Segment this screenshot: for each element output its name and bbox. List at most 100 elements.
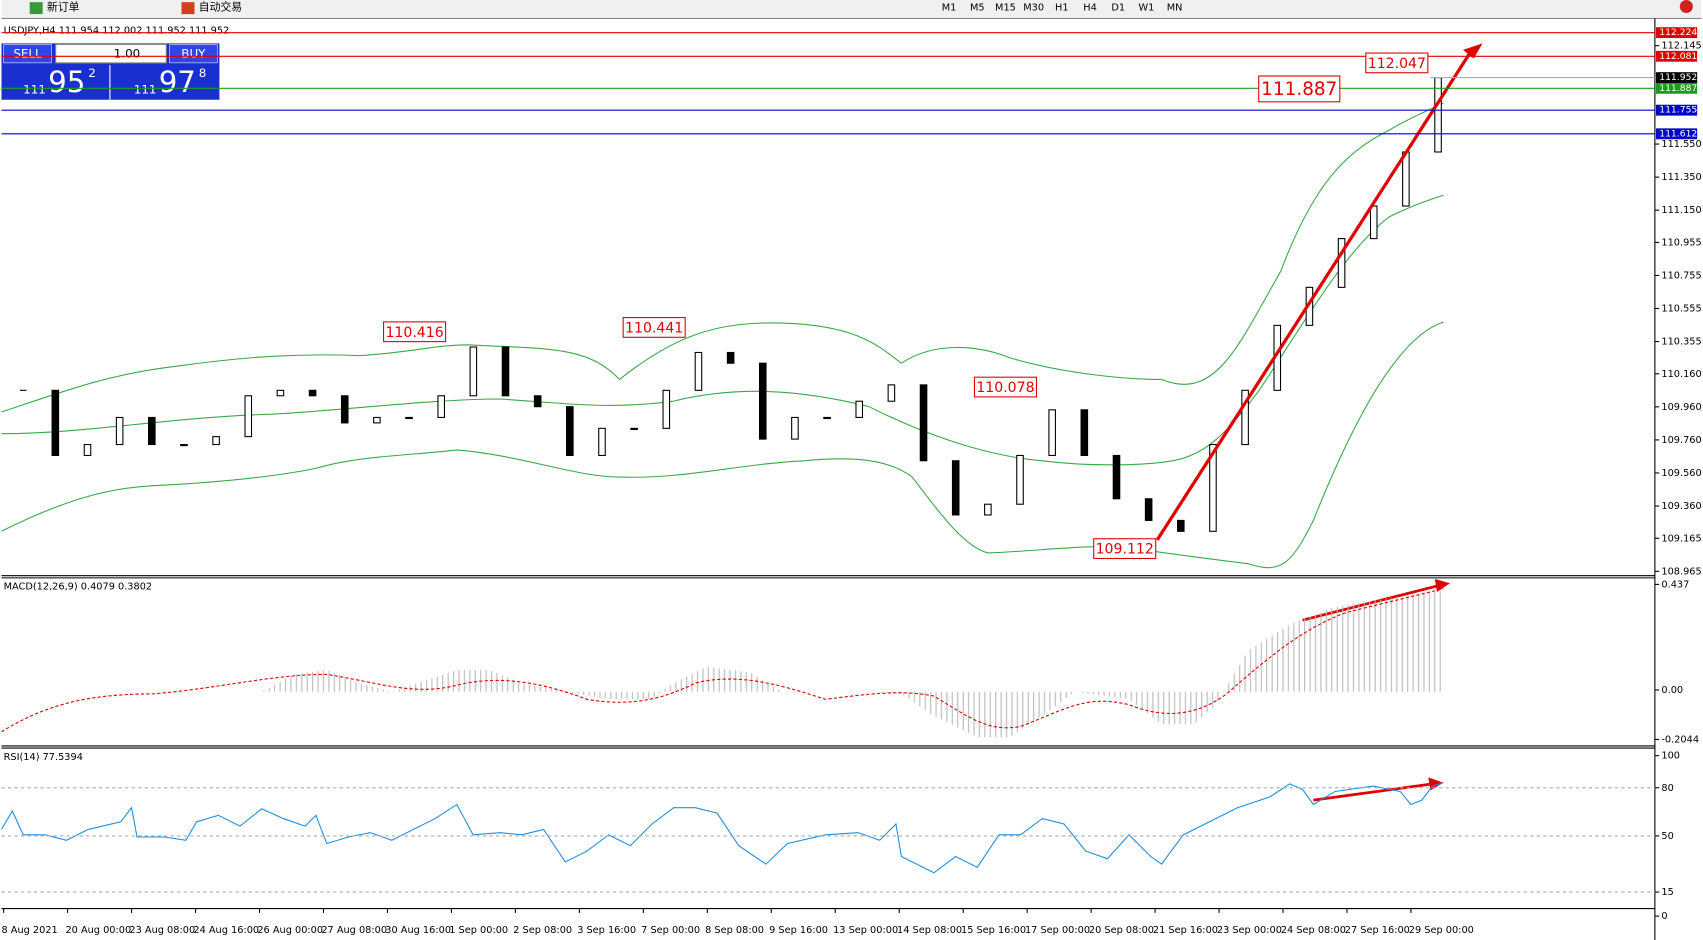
candle-body bbox=[1177, 519, 1185, 532]
candle-body bbox=[1337, 238, 1346, 288]
chart-title: USDJPY,H4 111.954 112.002 111.952 111.95… bbox=[4, 25, 230, 36]
candle-body bbox=[566, 406, 574, 456]
x-tick-label: 24 Aug 16:00 bbox=[193, 925, 259, 936]
rsi-line bbox=[1, 782, 1444, 874]
macd-label: MACD(12,26,9) 0.4079 0.3802 bbox=[4, 582, 152, 593]
rsi-label: RSI(14) 77.5394 bbox=[4, 752, 83, 763]
candle-body bbox=[1080, 409, 1089, 456]
y-tick-label: 110.955 bbox=[1661, 237, 1701, 248]
new-order-icon[interactable] bbox=[29, 2, 43, 15]
sell-big[interactable]: 111 bbox=[23, 82, 46, 96]
macd-signal bbox=[1, 588, 1444, 733]
timeframe[interactable]: MN bbox=[1167, 3, 1183, 14]
y-tick-label: 80 bbox=[1661, 783, 1673, 794]
timeframe[interactable]: D1 bbox=[1111, 3, 1125, 14]
candle-body bbox=[1369, 205, 1378, 240]
annotation: 109.112 bbox=[1096, 542, 1154, 558]
annotation-box bbox=[973, 376, 1038, 398]
candle-body bbox=[469, 346, 478, 397]
candle-body bbox=[1048, 409, 1056, 456]
candle-body bbox=[276, 389, 285, 397]
level-label: 111.755 bbox=[1659, 105, 1697, 116]
y-tick-label: 111.150 bbox=[1661, 205, 1701, 216]
timeframe[interactable]: H4 bbox=[1083, 3, 1097, 14]
candle-body bbox=[501, 346, 510, 397]
timeframe[interactable]: M30 bbox=[1023, 3, 1044, 14]
x-tick-label: 14 Sep 08:00 bbox=[897, 925, 962, 936]
candle-body bbox=[405, 416, 413, 420]
x-tick-label: 26 Aug 00:00 bbox=[257, 925, 323, 936]
x-tick-label: 24 Sep 08:00 bbox=[1281, 925, 1346, 936]
timeframe[interactable]: M15 bbox=[995, 3, 1016, 14]
x-tick-label: 1 Sep 00:00 bbox=[449, 925, 508, 936]
candle-body bbox=[533, 395, 542, 408]
sell-label[interactable]: SELL bbox=[13, 47, 42, 61]
annotation: 110.078 bbox=[976, 380, 1034, 396]
annotation: 110.441 bbox=[625, 321, 683, 337]
x-tick-label: 7 Sep 00:00 bbox=[641, 925, 700, 936]
candle-body bbox=[630, 427, 638, 430]
timeframe[interactable]: M1 bbox=[942, 3, 957, 14]
y-tick-label: 0.00 bbox=[1661, 685, 1683, 696]
x-tick-label: 17 Sep 00:00 bbox=[1025, 925, 1090, 936]
candle-body bbox=[598, 427, 606, 456]
candle-body bbox=[148, 416, 156, 446]
annotation: 111.887 bbox=[1261, 79, 1337, 100]
buy-label[interactable]: BUY bbox=[181, 47, 206, 61]
lot-input[interactable] bbox=[55, 43, 167, 64]
x-tick-label: 15 Sep 16:00 bbox=[961, 925, 1026, 936]
y-tick-label: 111.550 bbox=[1661, 139, 1701, 150]
timeframe[interactable]: H1 bbox=[1055, 3, 1069, 14]
candle-body bbox=[984, 503, 992, 516]
candle-body bbox=[1209, 444, 1217, 532]
x-tick-label: 9 Sep 16:00 bbox=[769, 925, 828, 936]
level-label: 111.952 bbox=[1659, 72, 1697, 83]
candle-body bbox=[212, 436, 220, 446]
level-tag bbox=[1655, 82, 1698, 94]
level-label: 112.081 bbox=[1659, 51, 1697, 62]
annotation-box bbox=[1365, 52, 1429, 74]
x-tick-label: 21 Sep 16:00 bbox=[1153, 925, 1218, 936]
candle-body bbox=[1402, 151, 1410, 207]
timeframe[interactable]: M5 bbox=[970, 3, 985, 14]
candles bbox=[19, 77, 1442, 532]
y-tick-label: 109.360 bbox=[1661, 501, 1701, 512]
y-tick-label: 109.960 bbox=[1661, 402, 1701, 413]
y-tick-label: 0.437 bbox=[1661, 579, 1689, 590]
y-tick-label: 100 bbox=[1661, 751, 1680, 762]
sell-button[interactable] bbox=[3, 44, 52, 64]
candle-body bbox=[1016, 454, 1024, 505]
auto-icon[interactable] bbox=[181, 2, 195, 15]
y-tick-label: 109.560 bbox=[1661, 468, 1701, 479]
candle-body bbox=[1144, 498, 1153, 521]
y-tick-label: 111.350 bbox=[1661, 172, 1701, 183]
candle-body bbox=[115, 416, 124, 446]
sell-sup[interactable]: 2 bbox=[88, 66, 96, 80]
candle-body bbox=[437, 395, 445, 418]
level-tag bbox=[1655, 50, 1698, 62]
y-tick-label: 109.760 bbox=[1661, 435, 1701, 446]
buy-button[interactable] bbox=[169, 44, 218, 64]
candle-body bbox=[244, 395, 253, 438]
y-tick-label: 109.165 bbox=[1661, 533, 1701, 544]
toolbar-end bbox=[1647, 0, 1702, 18]
lot-value[interactable]: 1.00 bbox=[114, 47, 141, 61]
sell-main[interactable]: 95 bbox=[48, 65, 85, 99]
x-tick-label: 29 Sep 00:00 bbox=[1409, 925, 1474, 936]
alert-icon[interactable] bbox=[1679, 0, 1693, 14]
timeframe[interactable]: W1 bbox=[1138, 3, 1154, 14]
new-order[interactable]: 新订单 bbox=[47, 0, 80, 14]
buy-main[interactable]: 97 bbox=[159, 65, 196, 99]
candle-body bbox=[1112, 454, 1121, 500]
buy-big[interactable]: 111 bbox=[134, 82, 157, 96]
candle-body bbox=[823, 416, 831, 420]
annotation: 112.047 bbox=[1368, 56, 1426, 72]
y-tick-label: 50 bbox=[1661, 831, 1673, 842]
auto-trading[interactable]: 自动交易 bbox=[199, 0, 242, 14]
buy-sup[interactable]: 8 bbox=[199, 66, 207, 80]
x-tick-label: 23 Sep 00:00 bbox=[1217, 925, 1282, 936]
x-tick-label: 27 Aug 08:00 bbox=[321, 925, 387, 936]
toolbar bbox=[1, 0, 1702, 18]
level-label: 112.224 bbox=[1659, 27, 1697, 38]
